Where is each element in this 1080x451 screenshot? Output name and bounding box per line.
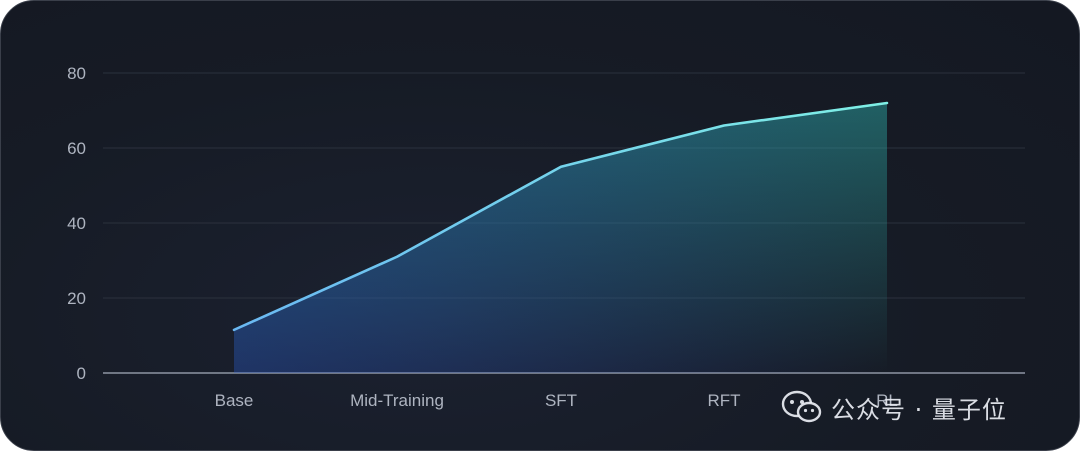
x-axis-ticks: Base Mid-Training SFT RFT RL — [215, 391, 898, 410]
y-tick-label: 20 — [67, 289, 86, 308]
x-tick-label: Base — [215, 391, 254, 410]
wechat-icon — [781, 390, 822, 423]
x-tick-label: RL — [876, 391, 898, 410]
series-line — [232, 101, 889, 332]
x-tick-label: Mid-Training — [350, 391, 444, 410]
area-fill — [234, 103, 887, 373]
area-fill-tint — [234, 103, 887, 373]
y-tick-label: 80 — [67, 64, 86, 83]
y-axis-ticks: 0 20 40 60 80 — [67, 64, 86, 383]
x-tick-label: SFT — [545, 391, 577, 410]
x-tick-label: RFT — [707, 391, 740, 410]
y-tick-label: 40 — [67, 214, 86, 233]
y-tick-label: 60 — [67, 139, 86, 158]
series-line-path — [232, 101, 889, 332]
watermark-text: 公众号 · 量子位 — [831, 395, 1007, 424]
y-tick-label: 0 — [77, 364, 86, 383]
watermark: 公众号 · 量子位 — [781, 387, 1007, 427]
